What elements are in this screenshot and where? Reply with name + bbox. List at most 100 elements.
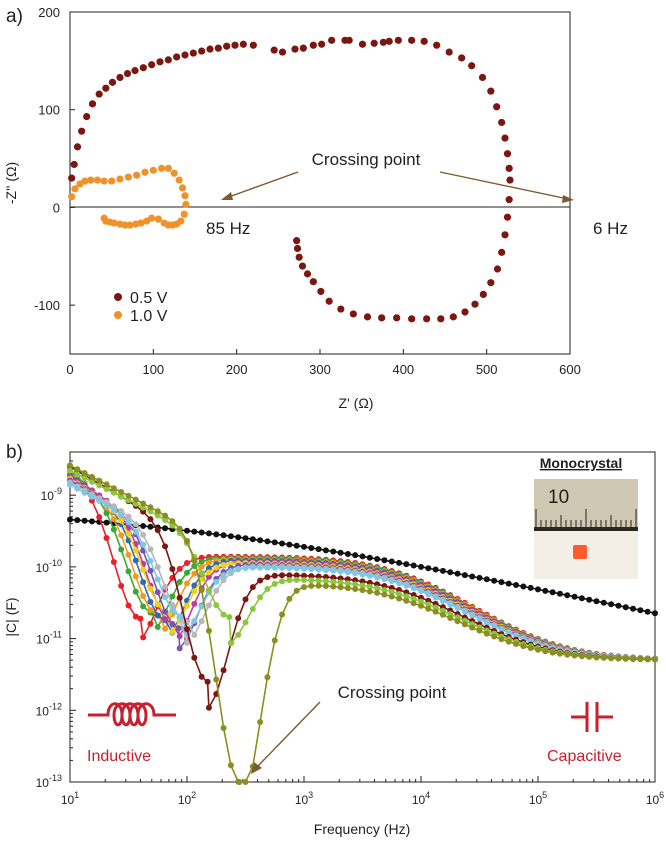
data-point: [469, 573, 476, 580]
data-point: [381, 586, 388, 593]
arrowhead-dip: [251, 762, 262, 774]
series-line: [69, 483, 656, 660]
data-point: [198, 570, 205, 577]
data-point: [178, 184, 187, 192]
data-point: [644, 656, 651, 663]
data-point: [301, 572, 307, 579]
data-point: [308, 566, 315, 573]
data-point: [257, 537, 264, 544]
data-point: [279, 564, 286, 571]
data-point: [396, 580, 403, 587]
data-point: [213, 587, 220, 594]
data-point: [124, 173, 132, 181]
data-point: [358, 40, 367, 48]
series-line: [69, 469, 656, 661]
data-point: [78, 127, 86, 135]
data-point: [103, 519, 110, 526]
data-point: [410, 562, 417, 569]
data-point: [147, 585, 154, 592]
data-point: [198, 673, 205, 680]
data-point: [337, 568, 344, 575]
data-point: [298, 262, 307, 270]
data-point: [396, 595, 403, 602]
data-point: [205, 573, 212, 580]
data-point: [158, 164, 166, 172]
data-point: [205, 565, 212, 572]
data-point: [622, 655, 629, 662]
x-tick-label: 106: [646, 790, 664, 807]
data-point: [308, 582, 315, 589]
data-point: [68, 193, 76, 201]
data-point: [381, 557, 388, 564]
data-point: [206, 45, 214, 53]
data-point: [388, 558, 395, 565]
data-point: [205, 559, 212, 566]
data-point: [154, 512, 161, 519]
data-point: [125, 602, 132, 609]
data-point: [131, 67, 139, 75]
data-point: [483, 576, 490, 583]
data-point: [535, 586, 541, 593]
data-point: [140, 579, 147, 586]
panel-b-y-axis-label: |C| (F): [3, 597, 19, 636]
data-point: [644, 608, 651, 615]
data-point: [110, 516, 117, 523]
x-tick-label: 102: [178, 790, 196, 807]
data-point: [571, 593, 578, 600]
data-point: [423, 315, 431, 323]
data-point: [147, 546, 154, 553]
panel-b-series: [67, 462, 658, 785]
data-point: [344, 580, 351, 587]
data-point: [469, 624, 476, 631]
data-point: [204, 678, 211, 685]
data-point: [205, 627, 212, 634]
data-point: [468, 62, 476, 70]
data-point: [293, 542, 300, 549]
data-point: [279, 572, 286, 579]
data-point: [549, 589, 556, 596]
data-point: [564, 651, 571, 658]
data-point: [593, 654, 600, 661]
data-point: [118, 493, 125, 500]
data-point: [184, 559, 190, 566]
data-point: [578, 595, 585, 602]
data-point: [110, 506, 117, 513]
data-point: [205, 704, 212, 711]
data-point: [374, 555, 381, 562]
data-point: [147, 598, 154, 605]
data-point: [205, 587, 212, 594]
data-point: [330, 548, 337, 555]
data-point: [344, 569, 351, 576]
data-point: [126, 221, 134, 229]
data-point: [162, 516, 169, 523]
data-point: [501, 134, 509, 142]
data-point: [461, 621, 468, 628]
data-point: [458, 54, 466, 62]
data-point: [182, 200, 190, 209]
data-point: [487, 87, 495, 95]
data-point: [418, 602, 424, 609]
data-point: [593, 598, 600, 605]
data-point: [140, 541, 147, 548]
data-point: [227, 560, 234, 567]
arrowhead-6hz: [562, 195, 574, 203]
panel-b-y-ticks: 10-9 10-10 10-11 10-12 10-13: [36, 460, 76, 790]
data-point: [162, 616, 169, 623]
data-point: [344, 550, 351, 557]
data-point: [425, 601, 432, 608]
y-tick-label: 0: [53, 200, 60, 215]
data-point: [198, 47, 206, 55]
data-point: [160, 219, 168, 227]
data-point: [483, 630, 490, 637]
data-point: [154, 215, 162, 223]
inductive-label: Inductive: [87, 748, 151, 765]
data-point: [264, 574, 271, 581]
data-point: [520, 583, 527, 590]
data-point: [418, 598, 424, 605]
data-point: [586, 653, 593, 660]
data-point: [461, 308, 469, 316]
data-point: [184, 626, 190, 633]
data-point: [223, 42, 231, 50]
data-point: [330, 567, 337, 574]
